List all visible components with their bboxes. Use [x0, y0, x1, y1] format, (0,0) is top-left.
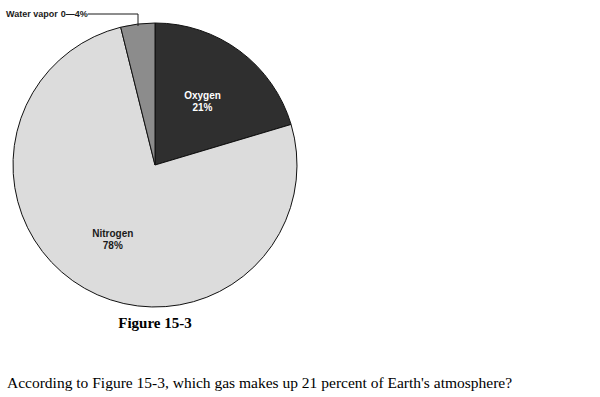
slice-label: Water vapor0—4% — [6, 9, 88, 19]
question-text: According to Figure 15-3, which gas make… — [7, 374, 512, 391]
chart-canvas: Oxygen21% Nitrogen78% Water vapor0—4% Figur… — [0, 0, 600, 397]
slice-category: Water vapor — [6, 9, 58, 19]
pie-slice — [121, 23, 155, 165]
slice-value: 0—4% — [61, 9, 88, 19]
slice-label: Nitrogen78% — [92, 228, 133, 251]
leader-line — [88, 14, 138, 26]
slice-category: Oxygen — [184, 90, 221, 101]
slice-value: 21% — [192, 102, 212, 113]
slice-value: 78% — [103, 240, 123, 251]
figure-caption: Figure 15-3 — [118, 315, 191, 331]
slice-labels: Oxygen21% Nitrogen78% Water vapor0—4% — [6, 9, 221, 251]
pie-slices — [13, 23, 297, 307]
slice-category: Nitrogen — [92, 228, 133, 239]
slice-label: Oxygen21% — [184, 90, 221, 113]
